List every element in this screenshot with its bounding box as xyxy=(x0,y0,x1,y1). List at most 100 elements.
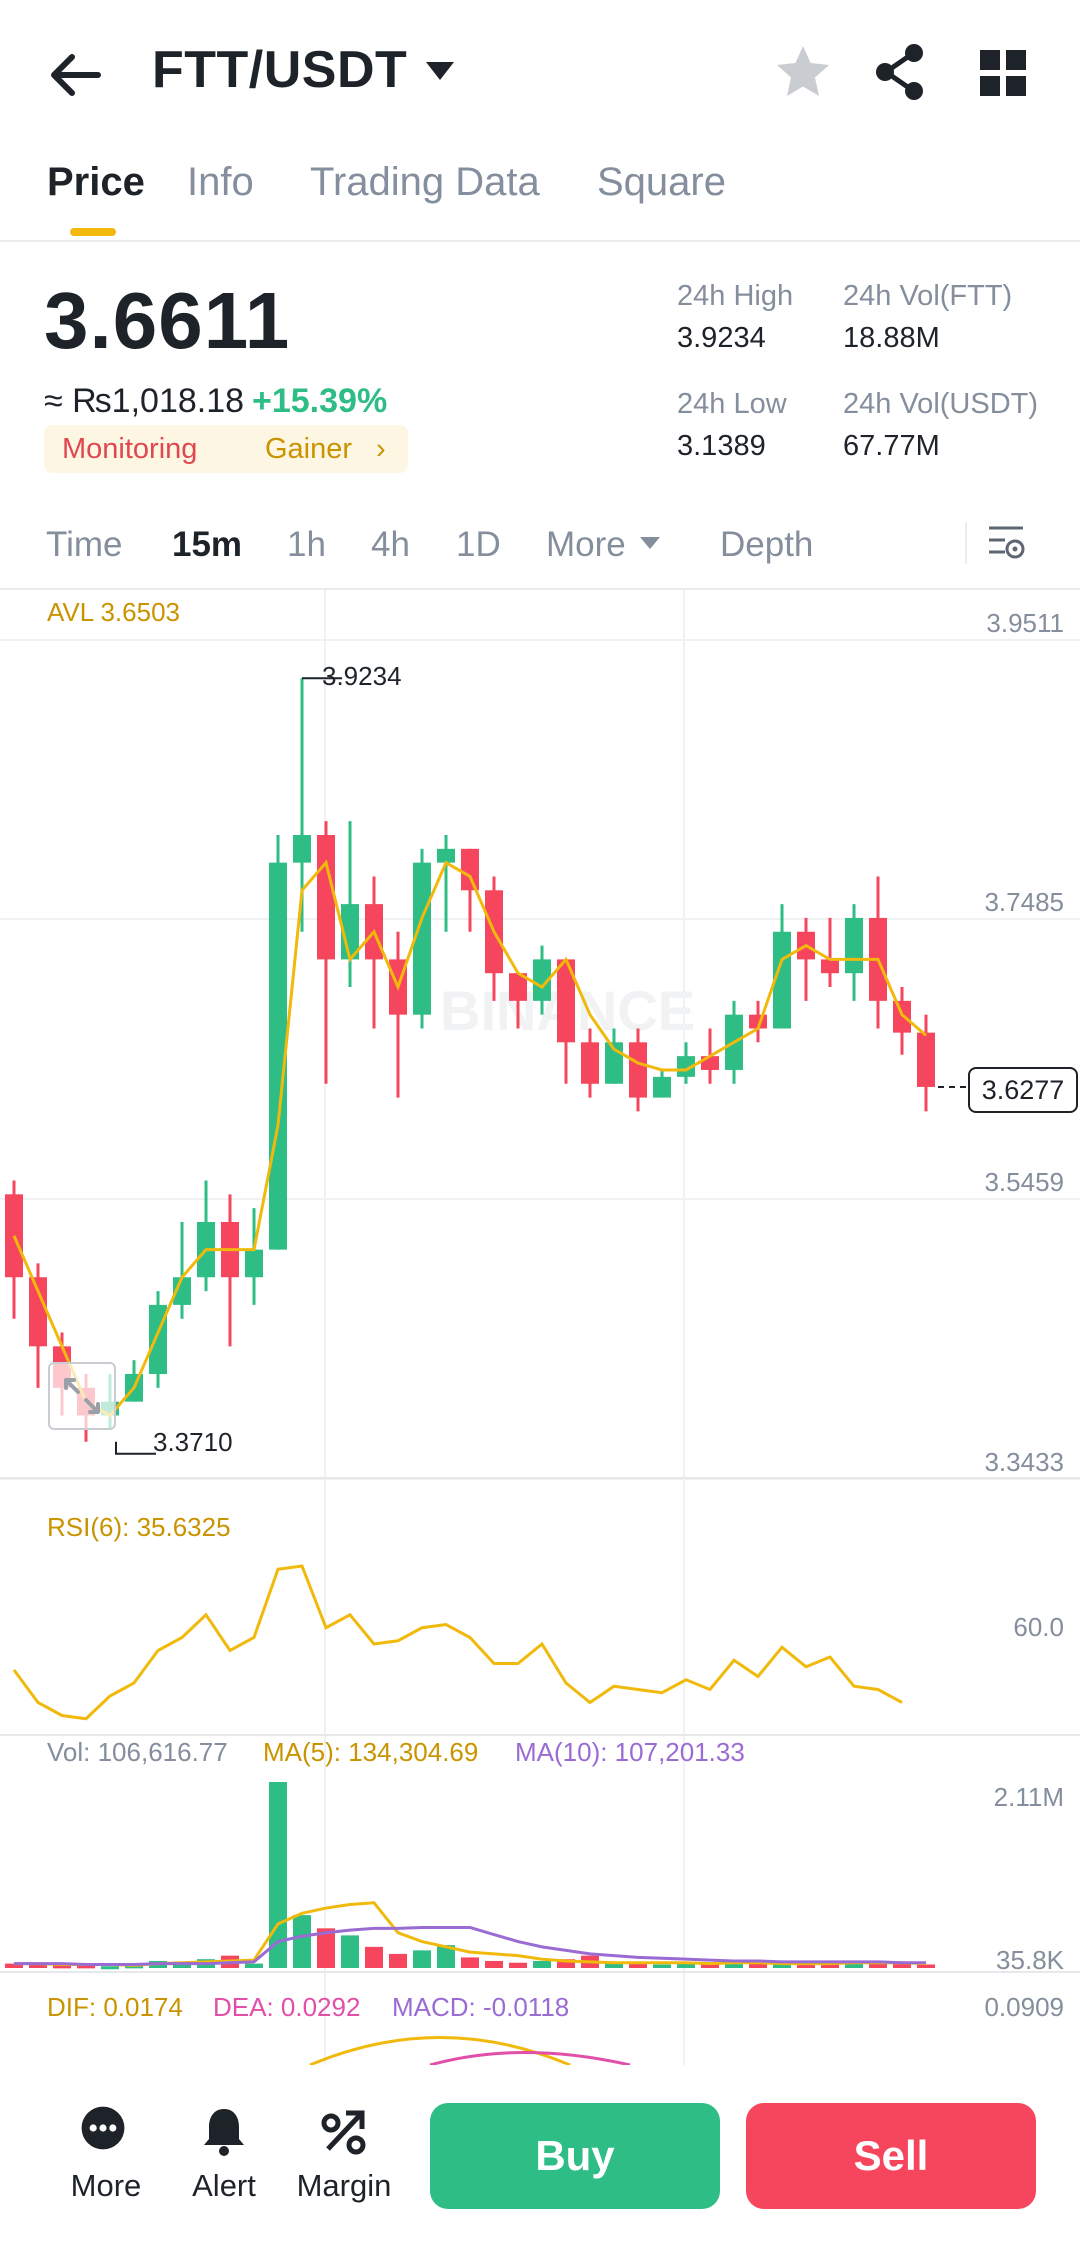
volume-bar xyxy=(845,1963,863,1968)
stat-24h-vol-base-value: 18.88M xyxy=(843,322,940,354)
macd-dif-label: DIF: 0.0174 xyxy=(47,1992,183,2022)
volume-bar xyxy=(365,1946,383,1968)
volume-bar xyxy=(509,1962,527,1968)
alert-label[interactable]: Alert xyxy=(192,2168,256,2203)
volume-label: Vol: 106,616.77 xyxy=(47,1737,228,1767)
interval-1d[interactable]: 1D xyxy=(456,525,501,564)
margin-label[interactable]: Margin xyxy=(296,2168,392,2203)
macd-axis-label: 0.0909 xyxy=(984,1992,1064,2022)
tab-info[interactable]: Info xyxy=(187,160,254,204)
stat-24h-low-label: 24h Low xyxy=(677,388,787,420)
more-button[interactable] xyxy=(78,2103,134,2159)
stat-24h-vol-base-label: 24h Vol(FTT) xyxy=(843,280,1013,312)
volume-bar xyxy=(389,1953,407,1968)
price-change-percent: +15.39% xyxy=(252,382,388,420)
volume-ma10-label: MA(10): 107,201.33 xyxy=(515,1737,745,1767)
price-axis-label: 3.7485 xyxy=(984,887,1064,917)
pair-title[interactable]: FTT/USDT xyxy=(152,41,408,99)
candle-body xyxy=(581,1042,599,1084)
buy-button[interactable]: Buy xyxy=(430,2103,720,2209)
tab-trading-data[interactable]: Trading Data xyxy=(310,160,540,204)
volume-bar xyxy=(5,1963,23,1968)
candle-body xyxy=(509,973,527,1001)
more-dots-icon xyxy=(81,2106,125,2150)
header-bar: FTT/USDT xyxy=(0,0,1080,145)
volume-ma10-line xyxy=(14,1925,926,1966)
stat-24h-high-label: 24h High xyxy=(677,280,794,312)
volume-bar xyxy=(173,1962,191,1968)
interval-time[interactable]: Time xyxy=(46,525,123,564)
volume-bar xyxy=(53,1965,71,1969)
volume-bar xyxy=(317,1928,335,1968)
volume-bar xyxy=(629,1963,647,1968)
gainer-tag[interactable]: Gainer xyxy=(265,433,353,465)
tab-square[interactable]: Square xyxy=(597,160,726,204)
stat-24h-vol-quote-value: 67.77M xyxy=(843,430,940,462)
volume-bar xyxy=(557,1959,575,1968)
tag-strip[interactable] xyxy=(44,425,408,473)
fiat-price: ≈ ₨1,018.18 xyxy=(44,382,245,420)
active-tab-indicator xyxy=(70,228,116,236)
volume-bar xyxy=(917,1964,935,1968)
interval-divider xyxy=(0,588,1080,590)
interval-15m[interactable]: 15m xyxy=(172,525,243,564)
rsi-axis-label: 60.0 xyxy=(1013,1612,1064,1642)
macd-value-label: MACD: -0.0118 xyxy=(392,1992,570,2022)
volume-bar xyxy=(29,1964,47,1968)
tab-price[interactable]: Price xyxy=(47,160,145,204)
rsi-line xyxy=(12,1564,903,1721)
candle-body xyxy=(533,959,551,1001)
volume-bar xyxy=(869,1961,887,1968)
last-price: 3.6611 xyxy=(44,276,291,365)
volume-bar xyxy=(701,1962,719,1968)
interval-1h[interactable]: 1h xyxy=(287,525,326,564)
monitoring-tag[interactable]: Monitoring xyxy=(62,433,198,465)
price-axis-label: 3.9511 xyxy=(986,608,1064,638)
volume-bar xyxy=(725,1961,743,1968)
macd-dea-label: DEA: 0.0292 xyxy=(213,1992,361,2022)
interval-4h[interactable]: 4h xyxy=(371,525,410,564)
stat-24h-high-value: 3.9234 xyxy=(677,322,766,354)
favorite-star-icon[interactable] xyxy=(773,42,833,102)
volume-bar xyxy=(413,1950,431,1968)
candle-body xyxy=(917,1032,935,1087)
volume-bar xyxy=(77,1965,95,1969)
bell-icon xyxy=(204,2109,244,2156)
high-price-marker: 3.9234 xyxy=(322,661,402,691)
avl-line xyxy=(12,859,927,1418)
stat-24h-low-value: 3.1389 xyxy=(677,430,766,462)
more-label[interactable]: More xyxy=(70,2168,142,2203)
pair-dropdown-icon[interactable] xyxy=(426,62,454,80)
candle-body xyxy=(557,959,575,1043)
volume-bar xyxy=(461,1957,479,1968)
chevron-right-icon: › xyxy=(376,433,386,465)
candle-body xyxy=(245,1249,263,1278)
kline-chart[interactable]: BINANCE xyxy=(0,0,1080,2065)
candle-body xyxy=(893,1000,911,1033)
stat-24h-vol-quote-label: 24h Vol(USDT) xyxy=(843,388,1039,420)
sell-button[interactable]: Sell xyxy=(746,2103,1036,2209)
chart-settings-icon[interactable] xyxy=(985,522,1027,564)
alert-button[interactable] xyxy=(196,2103,252,2159)
grid-menu-icon[interactable] xyxy=(980,50,1026,96)
interval-more[interactable]: More xyxy=(546,525,626,564)
fullscreen-button[interactable] xyxy=(48,1362,116,1430)
candle-body xyxy=(293,835,311,863)
interval-separator xyxy=(965,522,967,564)
share-icon[interactable] xyxy=(868,40,932,104)
volume-bar xyxy=(893,1963,911,1968)
margin-button[interactable] xyxy=(316,2103,372,2159)
volume-bar xyxy=(653,1964,671,1968)
volume-ma5-label: MA(5): 134,304.69 xyxy=(263,1737,479,1767)
volume-bar xyxy=(677,1962,695,1968)
candle-body xyxy=(29,1277,47,1347)
expand-icon xyxy=(64,1378,100,1414)
more-dropdown-icon xyxy=(640,537,660,549)
volume-bar xyxy=(797,1962,815,1968)
volume-bar xyxy=(293,1915,311,1968)
volume-bar xyxy=(749,1963,767,1968)
tabs-divider xyxy=(0,240,1080,242)
back-arrow-icon[interactable] xyxy=(40,40,110,110)
interval-depth[interactable]: Depth xyxy=(720,525,814,564)
candle-body xyxy=(821,959,839,974)
